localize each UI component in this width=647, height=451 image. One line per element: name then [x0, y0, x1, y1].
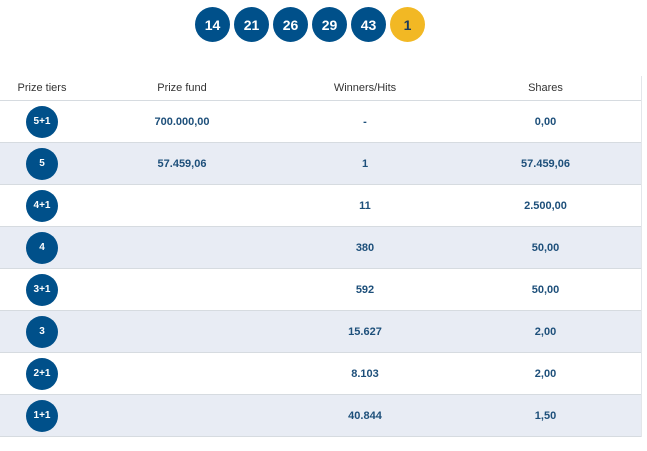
tier-badge: 4+1 — [26, 189, 58, 222]
header-winners: Winners/Hits — [333, 82, 397, 94]
prize-fund-cell: 700.000,00 — [154, 115, 210, 128]
table-header: Prize tiers Prize fund Winners/Hits Shar… — [0, 76, 641, 101]
tier-badge: 2+1 — [26, 357, 58, 390]
header-shares: Shares — [528, 82, 563, 94]
drawn-numbers: 14 21 26 29 43 1 — [0, 7, 620, 42]
tier-badge: 5+1 — [26, 105, 58, 138]
shares-cell: 0,00 — [534, 115, 557, 128]
table-row: 5 57.459,06 1 57.459,06 — [0, 143, 641, 185]
shares-cell: 1,50 — [534, 409, 557, 422]
header-prize-tiers: Prize tiers — [17, 82, 67, 94]
shares-cell: 50,00 — [531, 241, 560, 254]
prize-fund-cell: 57.459,06 — [157, 157, 207, 170]
number-ball: 43 — [351, 7, 386, 42]
shares-cell: 57.459,06 — [521, 157, 570, 170]
winners-cell: 380 — [355, 241, 375, 254]
tier-badge: 1+1 — [26, 399, 58, 432]
tier-badge: 4 — [26, 231, 58, 264]
winners-cell: 592 — [355, 283, 375, 296]
table-row: 1+1 40.844 1,50 — [0, 395, 641, 437]
shares-cell: 2,00 — [534, 367, 557, 380]
shares-cell: 50,00 — [531, 283, 560, 296]
table-row: 3 15.627 2,00 — [0, 311, 641, 353]
table-row: 3+1 592 50,00 — [0, 269, 641, 311]
header-prize-fund: Prize fund — [157, 82, 207, 94]
tier-badge: 5 — [26, 147, 58, 180]
prize-table: Prize tiers Prize fund Winners/Hits Shar… — [0, 76, 642, 437]
shares-cell: 2,00 — [534, 325, 557, 338]
winners-cell: 11 — [359, 199, 371, 212]
number-ball: 14 — [195, 7, 230, 42]
winners-cell: - — [363, 115, 367, 128]
table-row: 2+1 8.103 2,00 — [0, 353, 641, 395]
number-ball: 21 — [234, 7, 269, 42]
tier-badge: 3+1 — [26, 273, 58, 306]
table-row: 4 380 50,00 — [0, 227, 641, 269]
winners-cell: 8.103 — [351, 367, 379, 380]
number-ball: 29 — [312, 7, 347, 42]
table-row: 5+1 700.000,00 - 0,00 — [0, 101, 641, 143]
shares-cell: 2.500,00 — [524, 199, 567, 212]
tier-badge: 3 — [26, 315, 58, 348]
table-row: 4+1 11 2.500,00 — [0, 185, 641, 227]
winners-cell: 15.627 — [348, 325, 382, 338]
winners-cell: 40.844 — [348, 409, 382, 422]
number-ball: 26 — [273, 7, 308, 42]
winners-cell: 1 — [361, 157, 369, 170]
bonus-ball: 1 — [390, 7, 425, 42]
